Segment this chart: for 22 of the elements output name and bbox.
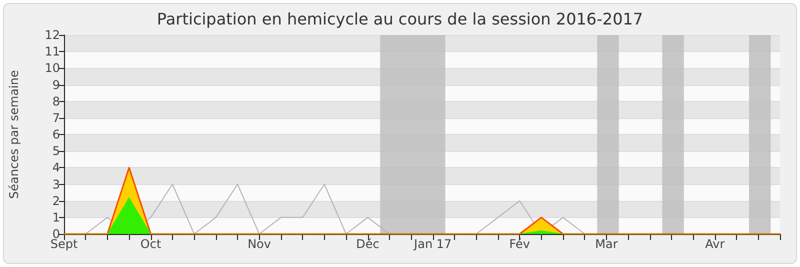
y-tick-label: 11 (44, 44, 60, 59)
y-tick-label: 12 (44, 28, 60, 42)
x-tick-label: Avr (705, 237, 725, 251)
x-tick-label: Jan 17 (413, 237, 452, 251)
x-tick-label: Nov (248, 237, 271, 251)
chart-title: Participation en hemicycle au cours de la session 2016-2017 (156, 10, 644, 28)
y-tick-label: 3 (52, 177, 60, 192)
x-tick-label: Fév (509, 237, 530, 251)
y-tick-label: 2 (52, 194, 60, 208)
x-tick-label: Mar (595, 237, 618, 251)
y-tick-label: 7 (52, 110, 60, 125)
y-axis-title: Séances par semaine (7, 70, 21, 199)
x-tick-label: Déc (356, 237, 380, 251)
y-tick-label: 10 (44, 61, 60, 76)
y-tick-label: 6 (52, 128, 60, 142)
y-tick-label: 1 (52, 210, 60, 224)
y-tick-label: 9 (52, 78, 60, 92)
y-tick-label: 5 (52, 144, 60, 158)
y-tick-label: 8 (52, 94, 60, 108)
y-tick-label: 4 (52, 160, 60, 175)
x-tick-label: Oct (140, 237, 162, 251)
x-tick-label: Sept (50, 237, 78, 251)
